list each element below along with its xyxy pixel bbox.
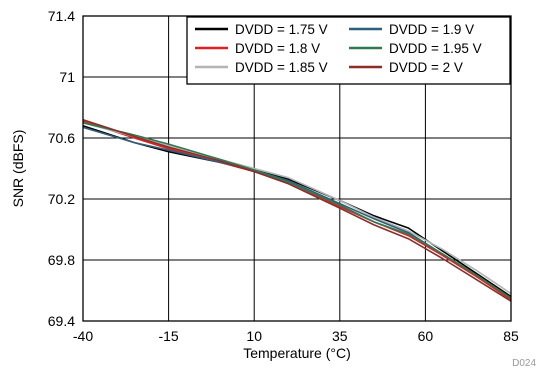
legend-item: DVDD = 1.9 V	[349, 22, 474, 37]
legend-label: DVDD = 1.85 V	[235, 60, 328, 75]
y-tick-label: 71	[59, 69, 75, 85]
plot-frame	[82, 15, 512, 322]
legend-box	[186, 16, 511, 85]
legend-label: DVDD = 1.75 V	[235, 22, 328, 37]
y-axis-label: SNR (dBFS)	[10, 130, 26, 208]
x-tick-label: 10	[246, 328, 262, 344]
y-tick-label: 70.6	[48, 130, 75, 146]
legend-label: DVDD = 1.8 V	[235, 41, 320, 56]
legend-item: DVDD = 1.8 V	[195, 41, 320, 56]
series-line	[82, 122, 512, 295]
y-tick-label: 69.8	[48, 252, 75, 268]
x-tick-label: -15	[158, 328, 178, 344]
legend-label: DVDD = 1.95 V	[389, 41, 482, 56]
legend-item: DVDD = 1.95 V	[349, 41, 482, 56]
x-axis-label: Temperature (°C)	[243, 345, 351, 361]
x-tick-label: 60	[418, 328, 434, 344]
series-line	[82, 122, 512, 299]
legend: DVDD = 1.75 V DVDD = 1.8 V DVDD = 1.85 V DV…	[186, 16, 511, 85]
y-tick-labels: 69.4 69.8 70.2 70.6 71 71.4	[48, 8, 75, 329]
legend-label: DVDD = 1.9 V	[389, 22, 474, 37]
legend-item: DVDD = 1.75 V	[195, 22, 328, 37]
legend-item: DVDD = 2 V	[349, 60, 463, 75]
x-tick-label: 35	[332, 328, 348, 344]
x-tick-labels: -40 -15 10 35 60 85	[73, 328, 519, 344]
series-line	[82, 118, 512, 302]
legend-item: DVDD = 1.85 V	[195, 60, 328, 75]
figure-code: D024	[512, 358, 536, 368]
series-line	[82, 120, 512, 301]
x-tick-label: 85	[503, 328, 519, 344]
series-line	[82, 125, 512, 298]
y-tick-label: 71.4	[48, 8, 75, 24]
y-tick-label: 69.4	[48, 313, 75, 329]
series-lines	[82, 118, 512, 302]
series-line	[82, 126, 512, 299]
x-tick-label: -40	[73, 328, 93, 344]
legend-label: DVDD = 2 V	[389, 60, 463, 75]
y-tick-label: 70.2	[48, 191, 75, 207]
